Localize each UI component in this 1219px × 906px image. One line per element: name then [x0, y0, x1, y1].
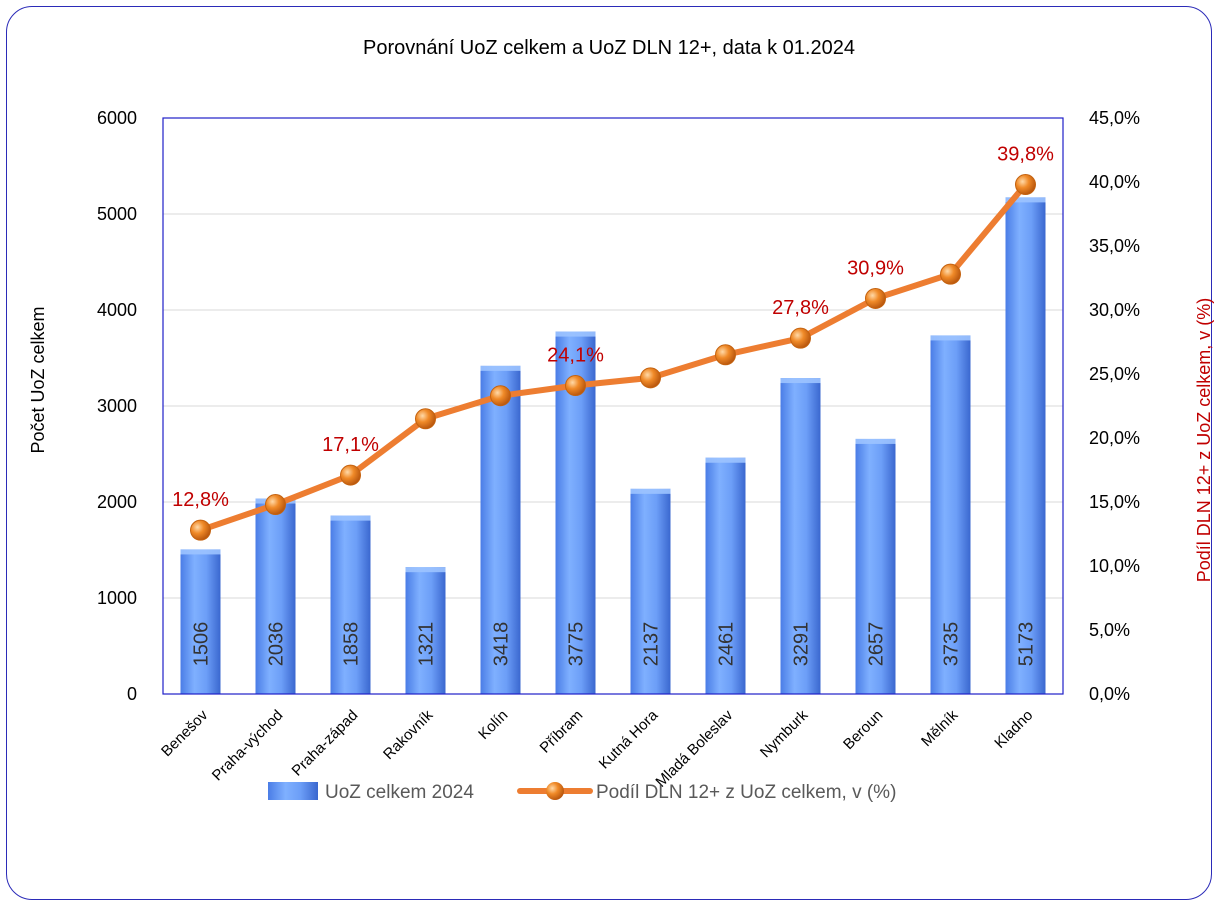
category-label: Kutná Hora [596, 706, 662, 772]
line-series: 12,8% 17,1% 24,1% 27,8% 30,9% 39,8% [172, 144, 1054, 541]
line-point-label: 30,9% [847, 257, 904, 279]
y-tick-label: 0 [127, 684, 137, 704]
y2-tick-label: 35,0% [1089, 236, 1140, 256]
bar-value-label: 1858 [341, 622, 363, 667]
bar-value-label: 2461 [716, 622, 738, 667]
bar-value-label: 1506 [191, 622, 213, 667]
line-marker [1015, 174, 1036, 196]
line-marker [940, 263, 961, 285]
bar-value-label: 1321 [416, 622, 438, 667]
bar [855, 438, 896, 694]
line-point-label: 24,1% [547, 345, 604, 367]
bar-top [555, 331, 596, 337]
bar [630, 488, 671, 694]
bar-top [705, 457, 746, 463]
bar-top [1005, 197, 1046, 203]
bar-value-label: 2036 [266, 622, 288, 667]
line-point-label: 17,1% [322, 434, 379, 456]
bar-top [630, 488, 671, 494]
line-marker [190, 519, 211, 541]
line-marker [865, 287, 886, 309]
line-marker [640, 367, 661, 389]
y-tick-label: 6000 [97, 108, 137, 128]
bar-value-label: 3735 [941, 622, 963, 667]
legend: UoZ celkem 2024 Podíl DLN 12+ z UoZ celk… [268, 782, 896, 803]
y2-tick-label: 5,0% [1089, 620, 1130, 640]
bar-top [930, 335, 971, 341]
line-point-label: 12,8% [172, 489, 229, 511]
category-label: Beroun [840, 707, 886, 753]
legend-line-label: Podíl DLN 12+ z UoZ celkem, v (%) [596, 782, 896, 803]
axes: 0 1000 2000 3000 4000 5000 6000 0,0% 5,0% 10,0% 15… [97, 108, 1140, 791]
bar [780, 378, 821, 694]
legend-bar-swatch [268, 782, 318, 800]
y2-axis-label: Podíl DLN 12+ z UoZ celkem, v (%) [1194, 298, 1214, 583]
bar [180, 549, 221, 694]
bar-top [180, 549, 221, 555]
category-label: Kladno [991, 707, 1036, 752]
line-path [197, 181, 1029, 534]
category-label: Praha-západ [289, 707, 362, 780]
y2-tick-label: 30,0% [1089, 300, 1140, 320]
y-tick-label: 3000 [97, 396, 137, 416]
line-marker [715, 344, 736, 366]
y-axis-label: Počet UoZ celkem [28, 306, 48, 453]
bar [480, 365, 521, 694]
y-tick-label: 2000 [97, 492, 137, 512]
line-point-label: 27,8% [772, 297, 829, 319]
category-label: Mělník [918, 706, 962, 750]
bar [405, 567, 446, 694]
line-marker [565, 375, 586, 397]
category-label: Kolín [475, 707, 511, 743]
line-marker [415, 408, 436, 430]
y-tick-label: 4000 [97, 300, 137, 320]
bar-value-label: 3418 [491, 622, 513, 667]
category-label: Nymburk [757, 706, 812, 761]
plot-area-border [162, 117, 1064, 695]
bar-top [330, 515, 371, 521]
bar [330, 515, 371, 694]
bar-top [780, 378, 821, 384]
bar [930, 335, 971, 694]
y2-tick-label: 25,0% [1089, 364, 1140, 384]
bar-series: 1506 2036 1858 1321 3418 3775 2137 2461 3291 2657… [180, 197, 1046, 694]
y2-tick-label: 15,0% [1089, 492, 1140, 512]
bar-top [405, 567, 446, 573]
y-tick-label: 5000 [97, 204, 137, 224]
category-label: Benešov [158, 706, 212, 760]
bar-value-label: 3775 [566, 622, 588, 667]
bar [1005, 197, 1046, 694]
y2-tick-label: 0,0% [1089, 684, 1130, 704]
line-marker [490, 385, 511, 407]
category-label: Praha-východ [209, 707, 286, 784]
line-marker [340, 464, 361, 486]
category-label: Mladá Boleslav [652, 706, 736, 790]
bar-top [855, 438, 896, 444]
bar-value-label: 2657 [866, 622, 888, 667]
line-point-label: 39,8% [997, 144, 1054, 166]
y2-tick-label: 40,0% [1089, 172, 1140, 192]
bar-value-label: 5173 [1016, 622, 1038, 667]
bar-top [480, 365, 521, 371]
category-label: Rakovník [380, 706, 437, 763]
y2-tick-label: 10,0% [1089, 556, 1140, 576]
bar [255, 498, 296, 694]
legend-line-marker [546, 782, 564, 800]
bar-value-label: 3291 [791, 622, 813, 667]
y2-tick-label: 45,0% [1089, 108, 1140, 128]
legend-bar-label: UoZ celkem 2024 [325, 782, 474, 803]
category-label: Příbram [537, 707, 587, 757]
line-marker [790, 327, 811, 349]
y-tick-label: 1000 [97, 588, 137, 608]
y2-tick-label: 20,0% [1089, 428, 1140, 448]
gridlines [163, 213, 1063, 599]
bar-value-label: 2137 [641, 622, 663, 667]
bar [705, 457, 746, 694]
line-marker [265, 494, 286, 516]
chart-title: Porovnání UoZ celkem a UoZ DLN 12+, data… [363, 37, 855, 59]
